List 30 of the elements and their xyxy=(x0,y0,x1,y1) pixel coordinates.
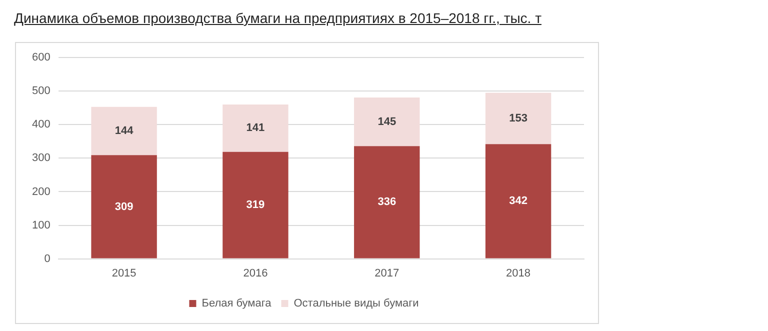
data-label: 342 xyxy=(509,195,528,208)
y-tick-label: 100 xyxy=(32,219,50,232)
data-label: 309 xyxy=(114,200,134,213)
y-tick-label: 400 xyxy=(32,118,50,131)
legend-label: Остальные виды бумаги xyxy=(294,298,419,310)
x-tick-label: 2018 xyxy=(506,267,531,280)
legend-label: Белая бумага xyxy=(202,298,272,310)
y-tick-label: 600 xyxy=(32,52,50,64)
bar xyxy=(485,144,552,258)
y-tick-label: 200 xyxy=(32,186,50,198)
bar xyxy=(91,106,157,156)
bar xyxy=(222,152,288,258)
data-label: 141 xyxy=(246,122,265,134)
bar xyxy=(91,155,157,258)
bar xyxy=(354,146,420,258)
bar xyxy=(354,98,420,146)
y-tick-label: 300 xyxy=(32,152,50,164)
data-label: 336 xyxy=(378,196,396,208)
x-tick-label: 2015 xyxy=(112,267,136,280)
data-label: 319 xyxy=(246,199,265,212)
bar xyxy=(485,92,552,144)
y-tick-label: 0 xyxy=(44,252,50,265)
x-tick-label: 2017 xyxy=(374,267,400,280)
data-label: 144 xyxy=(114,125,134,138)
y-tick-label: 500 xyxy=(32,85,50,98)
bar xyxy=(222,104,288,152)
data-label: 145 xyxy=(378,116,396,128)
data-label: 153 xyxy=(509,112,528,124)
chart-title: Динамика объемов производства бумаги на предприятиях в 2015–2018 гг., тыс. т xyxy=(14,10,542,26)
x-tick-label: 2016 xyxy=(243,267,268,280)
